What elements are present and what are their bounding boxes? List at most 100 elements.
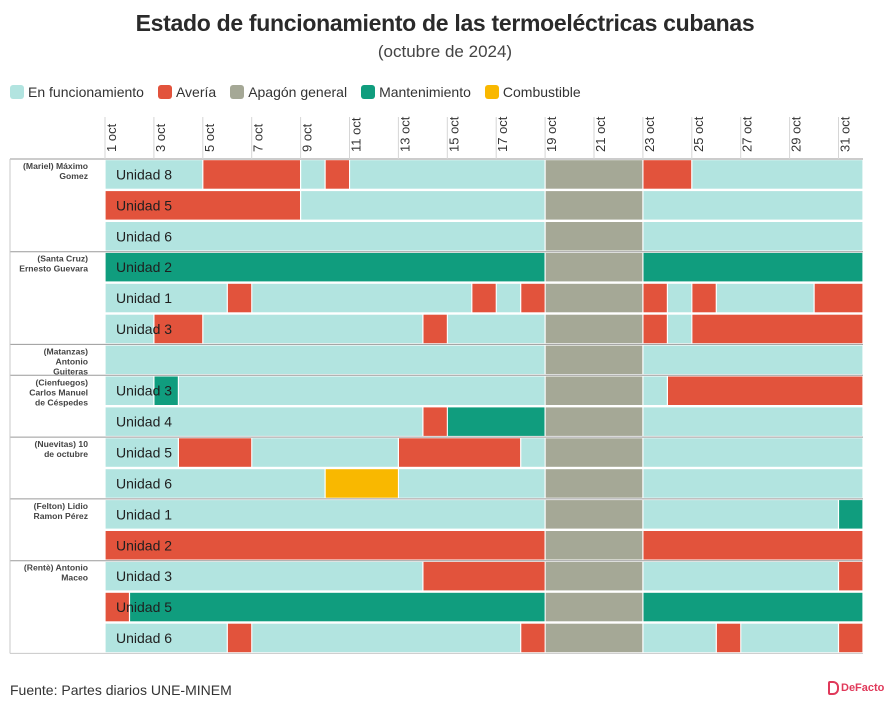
segment-ok bbox=[105, 160, 203, 189]
plant-name: Ramon Pérez bbox=[34, 511, 88, 521]
segment-ok bbox=[252, 283, 472, 313]
unit-label: Unidad 3 bbox=[116, 383, 172, 399]
segment-apagon bbox=[545, 407, 643, 436]
defacto-logo-text: DeFacto bbox=[841, 682, 885, 694]
unit-label: Unidad 2 bbox=[116, 537, 172, 553]
segment-ok bbox=[203, 314, 423, 344]
segment-ok bbox=[179, 376, 545, 405]
segment-averia bbox=[423, 407, 447, 436]
segment-ok bbox=[105, 376, 154, 405]
segment-ok bbox=[105, 283, 227, 313]
plant-name: (Felton) Lidio bbox=[34, 501, 88, 511]
segment-ok bbox=[643, 191, 863, 220]
segment-apagon bbox=[545, 623, 643, 653]
x-tick-label: 3 oct bbox=[153, 123, 168, 152]
segment-ok bbox=[521, 438, 545, 467]
x-tick-label: 13 oct bbox=[397, 116, 412, 152]
plant-name: Gomez bbox=[59, 171, 88, 181]
legend-label-apagon: Apagón general bbox=[248, 84, 348, 100]
segment-mant bbox=[130, 592, 545, 622]
legend-label-ok: En funcionamiento bbox=[28, 84, 144, 100]
x-tick-label: 17 oct bbox=[495, 116, 510, 152]
segment-ok bbox=[643, 376, 667, 405]
segment-apagon bbox=[545, 500, 643, 529]
segment-mant bbox=[839, 500, 863, 529]
x-tick-label: 27 oct bbox=[740, 116, 755, 152]
plant-name: (Mariel) Máximo bbox=[23, 161, 88, 171]
x-tick-label: 25 oct bbox=[691, 116, 706, 152]
segment-averia bbox=[179, 438, 252, 467]
x-tick-label: 19 oct bbox=[544, 116, 559, 152]
segment-ok bbox=[105, 438, 178, 467]
unit-label: Unidad 1 bbox=[116, 506, 172, 522]
unit-label: Unidad 5 bbox=[116, 445, 172, 461]
segment-averia bbox=[839, 623, 863, 653]
segment-averia bbox=[203, 160, 300, 189]
segment-ok bbox=[643, 407, 863, 436]
plant-name: Ernesto Guevara bbox=[19, 264, 88, 274]
segment-ok bbox=[741, 623, 838, 653]
legend-swatch-mantenimiento bbox=[361, 85, 376, 99]
unit-label: Unidad 8 bbox=[116, 166, 172, 182]
segment-ok bbox=[399, 469, 545, 498]
segment-mant bbox=[105, 252, 545, 282]
unit-label: Unidad 6 bbox=[116, 475, 172, 491]
segment-mant bbox=[447, 407, 545, 436]
legend-label-combustible: Combustible bbox=[502, 84, 581, 100]
legend-swatch-apagon bbox=[230, 85, 245, 99]
segment-ok bbox=[252, 438, 398, 467]
segment-averia bbox=[423, 314, 447, 344]
segment-ok bbox=[301, 191, 545, 220]
legend-item-combustible: Combustible bbox=[484, 84, 581, 100]
segment-ok bbox=[643, 623, 716, 653]
legend: En funcionamiento Avería Apagón general … bbox=[10, 82, 595, 102]
unit-label: Unidad 3 bbox=[116, 321, 172, 337]
legend-item-apagon: Apagón general bbox=[230, 84, 347, 100]
unit-label: Unidad 1 bbox=[116, 290, 172, 306]
segment-apagon bbox=[545, 191, 643, 220]
segment-ok bbox=[105, 561, 423, 591]
segment-apagon bbox=[545, 283, 643, 313]
plant-name: Maceo bbox=[61, 573, 88, 583]
plant-name: de octubre bbox=[44, 449, 88, 459]
segment-ok bbox=[643, 469, 863, 498]
segment-averia bbox=[692, 283, 716, 313]
x-tick-label: 31 oct bbox=[838, 116, 853, 152]
segment-ok bbox=[643, 500, 838, 529]
segment-ok bbox=[668, 314, 692, 344]
segment-ok bbox=[496, 283, 521, 313]
segment-ok bbox=[105, 407, 423, 436]
segment-averia bbox=[643, 531, 863, 560]
segment-averia bbox=[105, 191, 300, 220]
segment-averia bbox=[105, 531, 545, 560]
defacto-logo-icon bbox=[828, 681, 839, 695]
segment-averia bbox=[668, 376, 863, 405]
segment-ok bbox=[643, 561, 838, 591]
segment-apagon bbox=[545, 376, 643, 405]
unit-label: Unidad 6 bbox=[116, 228, 172, 244]
segment-apagon bbox=[545, 469, 643, 498]
segment-ok bbox=[105, 345, 545, 375]
source-note: Fuente: Partes diarios UNE-MINEM bbox=[10, 682, 232, 698]
plant-name: (Santa Cruz) bbox=[37, 254, 88, 264]
segment-ok bbox=[301, 160, 325, 189]
unit-label: Unidad 3 bbox=[116, 568, 172, 584]
segment-ok bbox=[692, 160, 863, 189]
segment-averia bbox=[399, 438, 521, 467]
segment-averia bbox=[423, 561, 545, 591]
segment-ok bbox=[105, 500, 545, 529]
segment-averia bbox=[227, 283, 252, 313]
legend-swatch-ok bbox=[10, 85, 24, 99]
segment-apagon bbox=[545, 252, 643, 282]
unit-label: Unidad 5 bbox=[116, 197, 172, 213]
defacto-logo: DeFacto bbox=[828, 681, 884, 695]
chart-subtitle: (octubre de 2024) bbox=[377, 42, 513, 61]
segment-ok bbox=[252, 623, 521, 653]
x-tick-label: 11 oct bbox=[349, 117, 364, 152]
legend-item-mantenimiento: Mantenimiento bbox=[361, 84, 471, 100]
segment-apagon bbox=[545, 561, 643, 591]
segment-mant bbox=[643, 252, 863, 282]
legend-item-averia: Avería bbox=[157, 84, 216, 100]
segment-averia bbox=[643, 314, 667, 344]
plant-name: (Cienfuegos) bbox=[35, 377, 88, 387]
